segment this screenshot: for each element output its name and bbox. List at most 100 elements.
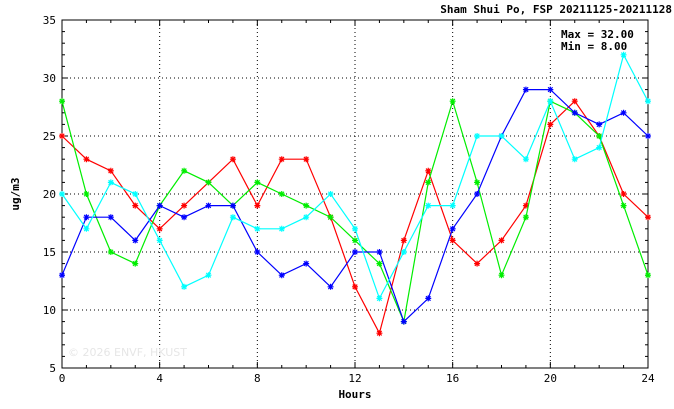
data-point <box>645 133 651 139</box>
data-point <box>327 283 334 290</box>
data-point <box>181 283 188 290</box>
data-point <box>474 133 481 139</box>
data-point <box>83 156 90 163</box>
data-point <box>132 260 139 267</box>
data-point <box>547 98 554 105</box>
data-point <box>156 225 163 232</box>
data-point <box>59 191 65 197</box>
series-1 <box>59 98 651 337</box>
data-point <box>449 225 456 232</box>
data-point <box>498 272 505 279</box>
data-point <box>229 156 236 163</box>
x-tick-label: 4 <box>156 372 163 385</box>
data-point <box>596 121 603 128</box>
data-point <box>620 191 627 197</box>
data-point <box>83 191 90 197</box>
data-point <box>278 156 285 163</box>
data-point <box>474 191 481 197</box>
data-point <box>645 272 651 279</box>
data-point <box>181 202 188 209</box>
x-axis-label: Hours <box>338 388 371 401</box>
data-point <box>254 202 261 209</box>
data-point <box>303 202 310 209</box>
y-tick-label: 5 <box>49 362 56 375</box>
data-point <box>156 237 163 244</box>
data-point <box>205 202 212 209</box>
data-point <box>645 214 651 221</box>
data-point <box>498 133 505 139</box>
data-point <box>522 202 529 209</box>
data-point <box>376 330 383 337</box>
data-point <box>107 167 114 174</box>
data-point <box>425 202 432 209</box>
data-point <box>498 237 505 244</box>
data-point <box>449 98 456 105</box>
data-point <box>425 295 432 302</box>
data-point <box>474 179 481 186</box>
x-tick-label: 8 <box>254 372 261 385</box>
data-point <box>449 202 456 209</box>
data-point <box>352 225 358 232</box>
data-point <box>327 191 334 197</box>
data-point <box>620 202 627 209</box>
data-point <box>303 214 310 221</box>
data-point <box>278 191 285 197</box>
data-point <box>571 98 578 105</box>
data-point <box>547 121 554 128</box>
data-point <box>107 249 114 255</box>
data-point <box>352 249 358 255</box>
data-point <box>449 237 456 244</box>
data-point <box>107 179 114 186</box>
series-4 <box>59 51 651 302</box>
data-point <box>83 214 90 221</box>
data-point <box>132 202 139 209</box>
data-point <box>376 260 383 267</box>
data-point <box>205 179 212 186</box>
axis-ticks: 0 4 8 12 16 20 24 5 10 15 20 25 30 35 <box>43 14 655 385</box>
max-annotation: Max = 32.00 <box>561 28 634 41</box>
y-tick-label: 20 <box>43 188 56 201</box>
series-3 <box>59 86 651 325</box>
data-point <box>59 98 65 105</box>
data-point <box>522 156 529 163</box>
series-lines <box>59 51 651 337</box>
gridlines <box>62 20 648 368</box>
data-point <box>400 318 407 325</box>
data-point <box>376 295 383 302</box>
data-point <box>620 51 627 58</box>
data-point <box>254 179 261 186</box>
x-tick-label: 0 <box>59 372 66 385</box>
data-point <box>83 225 90 232</box>
data-point <box>327 214 334 221</box>
min-annotation: Min = 8.00 <box>561 40 627 53</box>
x-tick-label: 24 <box>641 372 655 385</box>
data-point <box>522 214 529 221</box>
data-point <box>303 156 310 163</box>
data-point <box>596 133 603 139</box>
data-point <box>596 144 603 151</box>
data-point <box>522 86 529 93</box>
data-point <box>107 214 114 221</box>
data-point <box>571 156 578 163</box>
data-point <box>571 109 578 116</box>
x-tick-label: 20 <box>544 372 557 385</box>
y-axis-label: ug/m3 <box>9 177 22 210</box>
data-point <box>59 133 65 139</box>
data-point <box>425 179 432 186</box>
data-point <box>547 86 554 93</box>
data-point <box>181 214 188 221</box>
data-point <box>59 272 65 279</box>
data-point <box>425 167 432 174</box>
data-point <box>229 202 236 209</box>
y-tick-label: 15 <box>43 246 56 259</box>
data-point <box>400 249 407 255</box>
data-point <box>352 237 358 244</box>
data-point <box>620 109 627 116</box>
watermark: © 2026 ENVF, HKUST <box>68 346 187 359</box>
data-point <box>132 191 139 197</box>
data-point <box>205 272 212 279</box>
data-point <box>303 260 310 267</box>
y-tick-label: 25 <box>43 130 56 143</box>
data-point <box>400 237 407 244</box>
